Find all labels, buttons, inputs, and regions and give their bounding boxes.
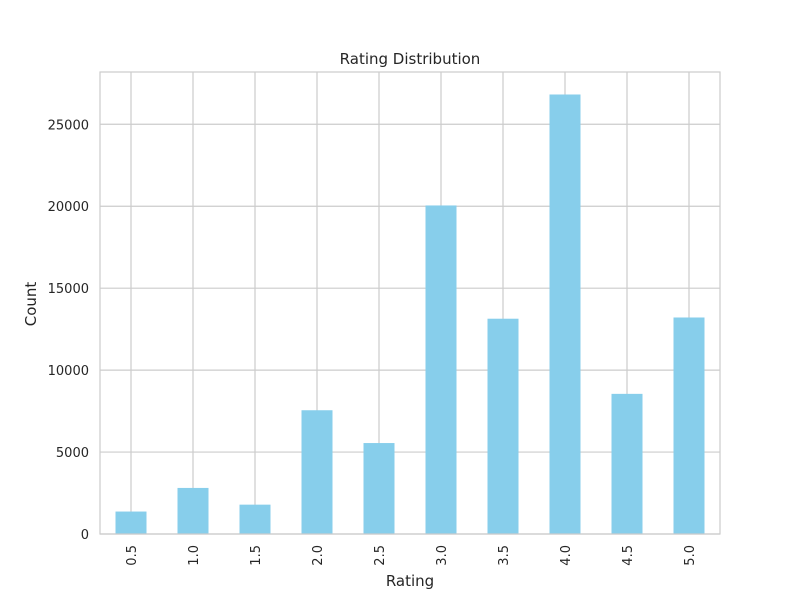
- y-tick-labels: 0 5000 10000 15000 20000 25000: [48, 118, 89, 543]
- bar-5.0: [673, 317, 705, 534]
- x-tick-label: 0.5: [125, 545, 140, 566]
- bar-3.5: [487, 318, 519, 534]
- y-tick-label: 20000: [48, 200, 89, 215]
- bar-1.5: [239, 504, 271, 534]
- x-tick-label: 4.0: [559, 545, 574, 566]
- bar-4.5: [611, 393, 643, 534]
- y-axis-label: Count: [22, 282, 40, 327]
- x-tick-label: 5.0: [683, 545, 698, 566]
- bar-3.0: [425, 205, 457, 534]
- bars: [115, 94, 705, 535]
- x-tick-label: 2.5: [373, 545, 388, 566]
- plot-frame: [99, 71, 721, 535]
- y-tick-label: 15000: [48, 282, 89, 297]
- bar-2.5: [363, 443, 395, 534]
- y-tick-label: 0: [81, 528, 89, 543]
- y-tick-label: 25000: [48, 118, 89, 133]
- y-tick-label: 10000: [48, 364, 89, 379]
- x-tick-labels: 0.5 1.0 1.5 2.0 2.5 3.0 3.5 4.0 4.5 5.0: [125, 545, 698, 566]
- y-tick-label: 5000: [56, 446, 89, 461]
- x-tick-label: 1.5: [249, 545, 264, 566]
- x-axis-label: Rating: [386, 572, 434, 590]
- x-tick-label: 2.0: [311, 545, 326, 566]
- x-tick-label: 4.5: [621, 545, 636, 566]
- bar-0.5: [115, 511, 147, 534]
- bar-4.0: [549, 94, 581, 535]
- x-tick-label: 3.0: [435, 545, 450, 566]
- bar-2.0: [301, 410, 333, 534]
- chart-title: Rating Distribution: [340, 50, 481, 68]
- bar-1.0: [177, 487, 209, 534]
- x-tick-label: 1.0: [187, 545, 202, 566]
- x-tick-label: 3.5: [497, 545, 512, 566]
